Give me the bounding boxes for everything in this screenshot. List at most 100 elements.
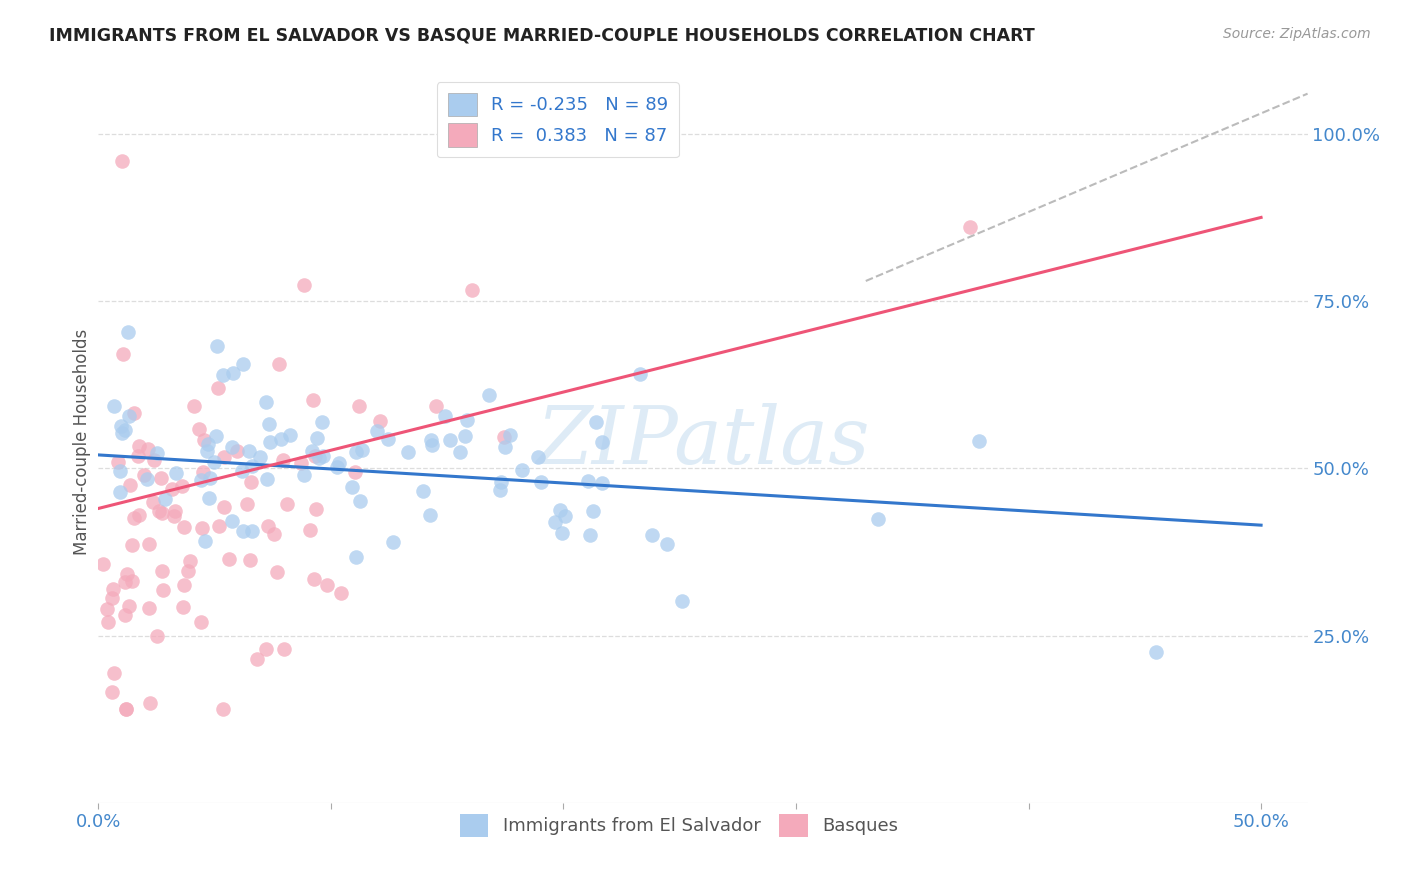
Point xyxy=(118,478,141,492)
Point xyxy=(128,439,150,453)
Point xyxy=(368,414,391,428)
Point xyxy=(266,565,288,579)
Point xyxy=(238,443,260,458)
Point xyxy=(249,450,271,464)
Point xyxy=(478,388,501,402)
Point xyxy=(868,511,890,525)
Point xyxy=(591,434,613,449)
Point xyxy=(212,450,235,464)
Point xyxy=(191,521,214,535)
Point xyxy=(343,465,366,479)
Point xyxy=(183,399,205,413)
Point xyxy=(344,550,367,565)
Point xyxy=(197,437,219,451)
Point xyxy=(554,509,576,524)
Point xyxy=(239,553,262,567)
Point xyxy=(202,455,225,469)
Point xyxy=(340,480,363,494)
Point xyxy=(461,283,484,297)
Point xyxy=(207,381,229,395)
Point xyxy=(254,394,277,409)
Point xyxy=(576,474,599,488)
Point xyxy=(124,511,146,525)
Point xyxy=(115,702,138,716)
Point xyxy=(425,400,447,414)
Point xyxy=(122,406,145,420)
Point xyxy=(179,554,201,568)
Point xyxy=(301,392,323,407)
Point xyxy=(121,574,143,588)
Point xyxy=(172,478,194,492)
Point xyxy=(221,514,243,528)
Point xyxy=(103,666,125,681)
Point xyxy=(239,475,262,489)
Point xyxy=(489,483,512,497)
Point xyxy=(198,471,221,485)
Point xyxy=(382,534,405,549)
Point xyxy=(194,534,217,549)
Point xyxy=(121,538,143,552)
Point xyxy=(190,615,212,629)
Point xyxy=(311,449,333,463)
Point xyxy=(111,153,134,168)
Point xyxy=(222,366,245,380)
Point xyxy=(142,453,165,467)
Point xyxy=(114,423,136,437)
Point xyxy=(276,498,298,512)
Point xyxy=(240,459,263,474)
Point xyxy=(271,452,294,467)
Point xyxy=(349,494,371,508)
Point xyxy=(412,483,434,498)
Point xyxy=(301,443,323,458)
Y-axis label: Married-couple Households: Married-couple Households xyxy=(73,328,91,555)
Point xyxy=(142,495,165,509)
Point xyxy=(551,525,574,540)
Point xyxy=(316,577,339,591)
Point xyxy=(494,429,516,443)
Point xyxy=(152,582,174,597)
Point xyxy=(510,463,533,477)
Point xyxy=(208,519,231,533)
Point xyxy=(304,449,326,463)
Point xyxy=(307,431,329,445)
Legend: Immigrants from El Salvador, Basques: Immigrants from El Salvador, Basques xyxy=(453,806,905,845)
Point xyxy=(396,445,419,459)
Point xyxy=(420,434,443,448)
Point xyxy=(527,450,550,464)
Point xyxy=(103,400,125,414)
Point xyxy=(326,460,349,475)
Point xyxy=(218,552,240,566)
Point xyxy=(579,528,602,542)
Point xyxy=(173,578,195,592)
Point xyxy=(530,475,553,489)
Point xyxy=(294,277,316,292)
Point xyxy=(177,564,200,578)
Point xyxy=(657,537,679,551)
Point xyxy=(115,702,138,716)
Point xyxy=(240,524,263,539)
Point xyxy=(969,434,991,448)
Point xyxy=(290,456,312,470)
Point xyxy=(456,413,478,427)
Point xyxy=(212,702,235,716)
Point xyxy=(352,442,374,457)
Point xyxy=(308,451,330,466)
Point xyxy=(136,442,159,457)
Point xyxy=(212,500,235,514)
Point xyxy=(489,475,512,490)
Point xyxy=(204,429,226,443)
Point xyxy=(329,586,352,600)
Point xyxy=(346,444,368,458)
Point xyxy=(236,496,259,510)
Point xyxy=(150,564,173,578)
Point xyxy=(585,415,607,429)
Point xyxy=(188,422,211,436)
Point xyxy=(434,409,457,423)
Point xyxy=(419,508,441,522)
Point xyxy=(454,429,477,443)
Point xyxy=(107,455,129,469)
Point xyxy=(640,528,662,542)
Point xyxy=(499,427,522,442)
Point xyxy=(110,419,132,434)
Point xyxy=(91,557,114,571)
